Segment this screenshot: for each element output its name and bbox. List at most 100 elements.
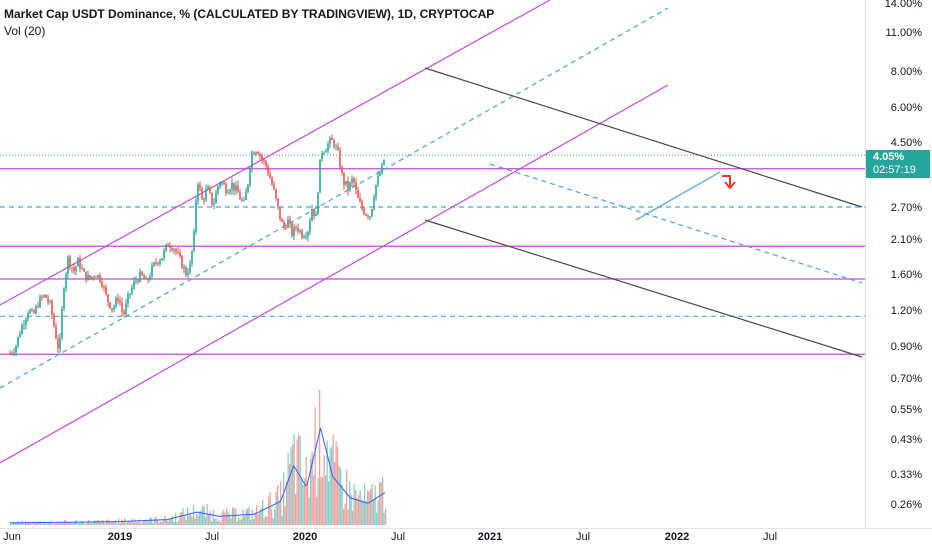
- candle-body[interactable]: [145, 278, 147, 280]
- candle-body[interactable]: [123, 311, 125, 314]
- candle-body[interactable]: [181, 256, 183, 269]
- candle-body[interactable]: [325, 150, 327, 153]
- candle-body[interactable]: [327, 144, 329, 151]
- candle-body[interactable]: [121, 302, 123, 312]
- candle-body[interactable]: [271, 178, 273, 185]
- candle-body[interactable]: [351, 178, 353, 183]
- candle-body[interactable]: [235, 185, 237, 191]
- candle-body[interactable]: [81, 268, 83, 270]
- candle-body[interactable]: [77, 258, 79, 267]
- candle-body[interactable]: [383, 159, 385, 165]
- candle-body[interactable]: [159, 260, 161, 264]
- candle-body[interactable]: [281, 219, 283, 222]
- candle-body[interactable]: [333, 139, 335, 147]
- candle-body[interactable]: [109, 302, 111, 309]
- candle-body[interactable]: [233, 182, 235, 191]
- candle-body[interactable]: [67, 256, 69, 274]
- candle-body[interactable]: [231, 182, 233, 191]
- candle-body[interactable]: [105, 287, 107, 295]
- candle-body[interactable]: [253, 152, 255, 155]
- candle-body[interactable]: [55, 326, 57, 339]
- candle-body[interactable]: [149, 276, 151, 281]
- support-trendline[interactable]: [635, 171, 721, 221]
- candle-body[interactable]: [87, 275, 89, 281]
- candle-body[interactable]: [237, 185, 239, 193]
- candle-body[interactable]: [25, 318, 27, 325]
- candle-body[interactable]: [343, 173, 345, 185]
- candle-body[interactable]: [263, 159, 265, 162]
- candle-body[interactable]: [267, 166, 269, 174]
- candle-body[interactable]: [203, 199, 205, 201]
- candle-body[interactable]: [187, 272, 189, 276]
- volume-legend[interactable]: Vol (20): [4, 24, 46, 38]
- candle-body[interactable]: [317, 192, 319, 214]
- candle-body[interactable]: [347, 180, 349, 191]
- candle-body[interactable]: [369, 216, 371, 218]
- candle-body[interactable]: [323, 152, 325, 154]
- candle-body[interactable]: [265, 161, 267, 167]
- candle-body[interactable]: [295, 226, 297, 228]
- candle-body[interactable]: [39, 296, 41, 308]
- candle-body[interactable]: [185, 267, 187, 276]
- candle-body[interactable]: [377, 175, 379, 185]
- candle-body[interactable]: [89, 275, 91, 279]
- candle-body[interactable]: [359, 198, 361, 202]
- candle-body[interactable]: [147, 278, 149, 281]
- candle-body[interactable]: [259, 153, 261, 156]
- candle-body[interactable]: [45, 294, 47, 298]
- candle-body[interactable]: [255, 152, 257, 155]
- candle-body[interactable]: [117, 298, 119, 301]
- candle-body[interactable]: [155, 262, 157, 264]
- candle-body[interactable]: [129, 293, 131, 295]
- candle-body[interactable]: [125, 303, 127, 314]
- channel-lower-line[interactable]: [0, 84, 669, 464]
- candle-body[interactable]: [361, 201, 363, 209]
- candle-body[interactable]: [331, 137, 333, 140]
- candle-body[interactable]: [279, 207, 281, 220]
- candle-body[interactable]: [175, 249, 177, 252]
- candle-body[interactable]: [193, 231, 195, 251]
- candle-body[interactable]: [13, 352, 15, 354]
- candle-body[interactable]: [207, 187, 209, 190]
- candle-body[interactable]: [27, 313, 29, 319]
- candle-body[interactable]: [261, 155, 263, 160]
- candle-body[interactable]: [63, 288, 65, 310]
- downtrend-mid-dashed-line[interactable]: [489, 163, 863, 284]
- candle-body[interactable]: [177, 251, 179, 253]
- candle-body[interactable]: [373, 197, 375, 210]
- candle-body[interactable]: [19, 334, 21, 338]
- candle-body[interactable]: [23, 324, 25, 326]
- candle-body[interactable]: [227, 192, 229, 194]
- candle-body[interactable]: [41, 296, 43, 298]
- candle-body[interactable]: [221, 182, 223, 184]
- candle-body[interactable]: [49, 301, 51, 303]
- candle-body[interactable]: [357, 189, 359, 199]
- candle-body[interactable]: [285, 227, 287, 229]
- candle-body[interactable]: [353, 178, 355, 183]
- candle-body[interactable]: [313, 208, 315, 216]
- chart-title[interactable]: Market Cap USDT Dominance, % (CALCULATED…: [4, 7, 495, 21]
- candle-body[interactable]: [349, 182, 351, 191]
- candle-body[interactable]: [355, 182, 357, 190]
- candle-body[interactable]: [335, 146, 337, 148]
- candle-body[interactable]: [341, 167, 343, 174]
- candle-body[interactable]: [71, 267, 73, 269]
- candle-body[interactable]: [371, 209, 373, 217]
- candle-body[interactable]: [287, 219, 289, 228]
- candle-body[interactable]: [243, 199, 245, 201]
- candle-body[interactable]: [139, 271, 141, 282]
- candle-body[interactable]: [15, 345, 17, 353]
- candle-body[interactable]: [379, 173, 381, 176]
- candle-body[interactable]: [319, 159, 321, 193]
- candle-body[interactable]: [53, 314, 55, 327]
- candle-body[interactable]: [247, 184, 249, 192]
- candle-body[interactable]: [307, 231, 309, 237]
- candle-body[interactable]: [133, 280, 135, 288]
- candle-body[interactable]: [169, 245, 171, 248]
- candle-body[interactable]: [205, 189, 207, 200]
- candle-body[interactable]: [51, 301, 53, 315]
- candle-body[interactable]: [297, 227, 299, 232]
- candle-body[interactable]: [199, 184, 201, 189]
